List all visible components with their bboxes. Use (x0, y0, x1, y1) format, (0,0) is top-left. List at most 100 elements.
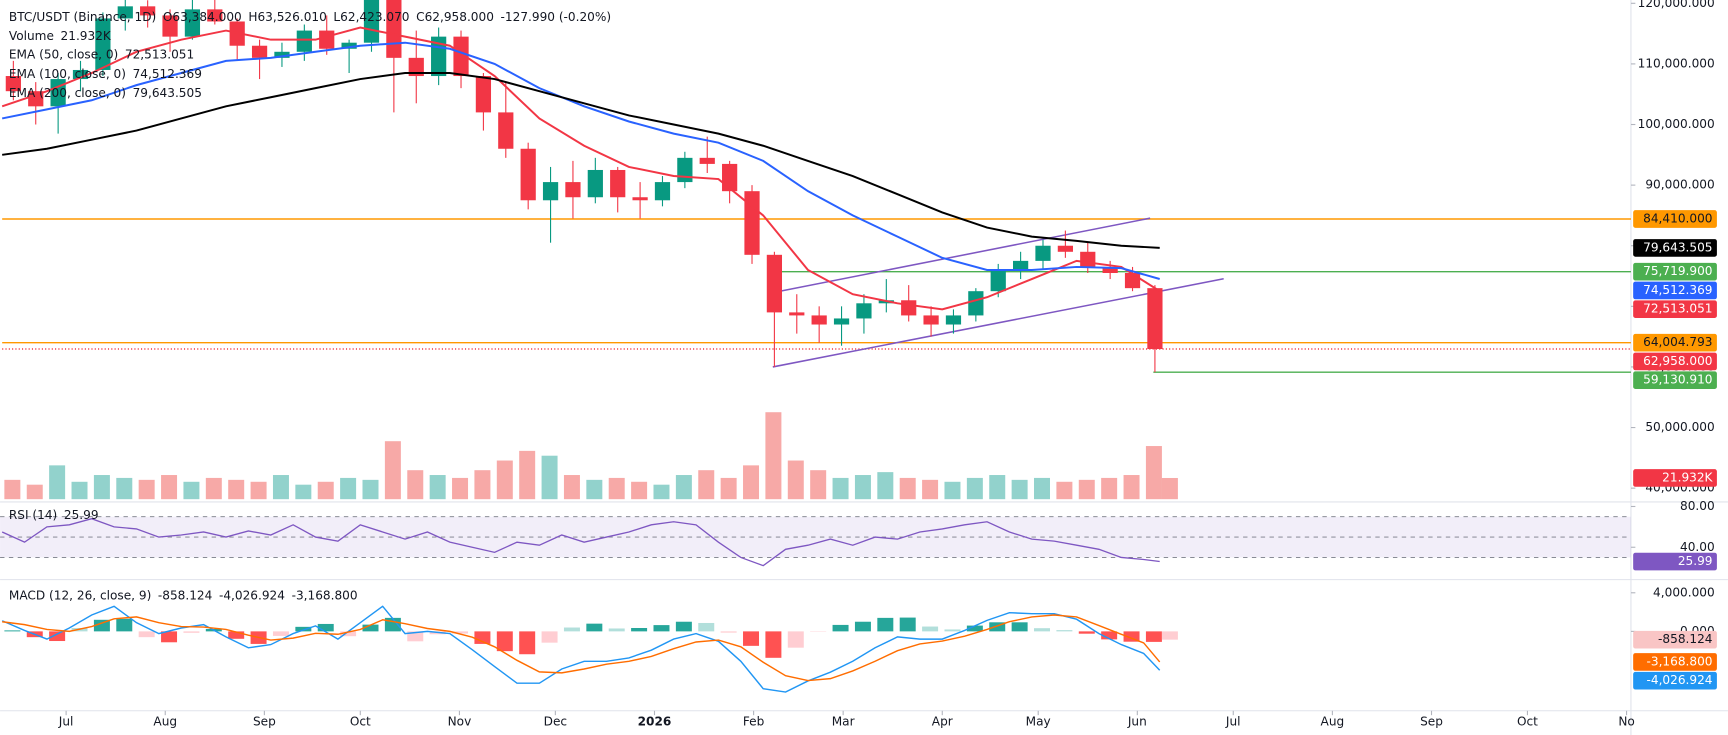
candle-body (1080, 251, 1096, 267)
volume-bar (1161, 477, 1178, 500)
candle-body (498, 112, 514, 149)
volume-bar (407, 470, 424, 500)
candle-body (632, 197, 648, 201)
axis-label-bg (1633, 371, 1717, 389)
volume-bar (1123, 475, 1140, 500)
candle-body (610, 169, 626, 198)
candle-body (5, 76, 21, 92)
macd-histogram-bar (317, 623, 334, 632)
axis-value-label: 59,130.910 (1643, 373, 1712, 387)
macd-histogram-bar (563, 627, 580, 632)
candle-body (28, 91, 44, 107)
macd-histogram-bar (116, 618, 133, 632)
x-tick-label: Aug (1321, 714, 1345, 728)
axis-value-label: 64,004.793 (1643, 335, 1712, 349)
y-tick-label: 80.00 (1680, 499, 1715, 513)
volume-bar (1034, 477, 1050, 500)
volume-bar (26, 484, 43, 500)
macd-histogram-bar (854, 621, 871, 632)
x-tick-label: No (1618, 714, 1634, 728)
candle-body (296, 30, 312, 52)
macd-histogram-bar (922, 626, 939, 632)
indicator-name: Volume (9, 29, 54, 43)
volume-bar (1078, 479, 1095, 500)
volume-bar (250, 481, 267, 500)
candle-body (744, 191, 760, 255)
macd-histogram-bar (1056, 630, 1073, 632)
axis-label-bg (1633, 210, 1717, 228)
indicator-value: 72,513.051 (125, 48, 194, 62)
candle-body (274, 51, 290, 58)
candle-body (1013, 260, 1029, 270)
macd-histogram-bar (1034, 628, 1050, 632)
volume-bar (541, 455, 558, 500)
volume-bar (586, 479, 603, 500)
axis-value-label: 79,643.505 (1643, 240, 1712, 254)
macd-histogram-bar (743, 631, 760, 646)
volume-bar (1056, 481, 1073, 500)
x-tick-label: Sep (1420, 714, 1443, 728)
x-tick-label: Jul (58, 714, 74, 728)
volume-bar (966, 477, 983, 500)
axis-value-label: 75,719.900 (1643, 264, 1712, 278)
volume-bar (854, 475, 871, 500)
axis-value-label: -3,168.800 (1647, 654, 1713, 668)
candle-body (341, 42, 357, 49)
volume-bar (1101, 477, 1118, 500)
macd-histogram-bar (272, 631, 289, 636)
ema-line (1, 26, 1161, 311)
macd-histogram-bar (899, 617, 916, 632)
axis-label-bg (1633, 239, 1717, 257)
volume-bar (384, 441, 401, 500)
symbol-title: BTC/USDT (Binance, 1D) (9, 10, 156, 24)
candle-body (766, 254, 783, 313)
volume-bar (161, 475, 178, 500)
ohlc-value: -127.990 (-0.20%) (501, 10, 612, 24)
macd-histogram-bar (675, 621, 692, 632)
candle-body (542, 182, 559, 201)
candle-body (95, 18, 111, 70)
y-tick-label: 50,000.000 (1645, 420, 1714, 434)
rsi-line (1, 518, 1160, 567)
macd-histogram-bar (720, 631, 737, 633)
y-tick-label: 90,000.000 (1645, 178, 1714, 192)
x-tick-label: Oct (350, 714, 371, 728)
y-tick-label: 4,000.000 (1653, 585, 1715, 599)
macd-histogram-bar (407, 631, 424, 642)
trend-line (775, 217, 1151, 293)
volume-bar (93, 475, 110, 500)
x-tick-label: May (1026, 714, 1051, 728)
candle-body (968, 291, 984, 316)
candle-body (251, 45, 268, 58)
candle-body (72, 69, 89, 80)
candle-body (162, 15, 178, 37)
x-tick-label: Feb (743, 714, 765, 728)
x-tick-label: Apr (932, 714, 953, 728)
candle-body (475, 76, 492, 113)
volume-bar (810, 470, 827, 500)
x-tick-label: 2026 (638, 714, 672, 728)
y-tick-label: 120,000.000 (1638, 0, 1715, 10)
candle-body (654, 182, 671, 201)
volume-bar (49, 465, 66, 500)
volume-bar (519, 450, 536, 500)
candle-body (923, 315, 939, 325)
candle-body (363, 0, 380, 43)
macd-histogram-bar (295, 626, 312, 632)
candle-body (319, 30, 335, 49)
macd-histogram-bar (93, 619, 110, 632)
candle-body (1147, 288, 1163, 350)
macd-histogram-bar (362, 624, 379, 632)
volume-bar (272, 475, 289, 500)
axis-label-bg (1633, 281, 1717, 300)
volume-bar (295, 484, 312, 500)
volume-bar (138, 479, 155, 500)
y-tick-label: 40.00 (1680, 540, 1715, 554)
axis-value-label: 72,513.051 (1643, 302, 1712, 316)
volume-bar (989, 475, 1006, 500)
indicator-name: RSI (14) (9, 508, 57, 522)
macd-histogram-bar (183, 631, 200, 633)
x-tick-label: Mar (832, 714, 855, 728)
x-tick-label: Jun (1127, 714, 1147, 728)
macd-histogram-bar (877, 617, 894, 632)
